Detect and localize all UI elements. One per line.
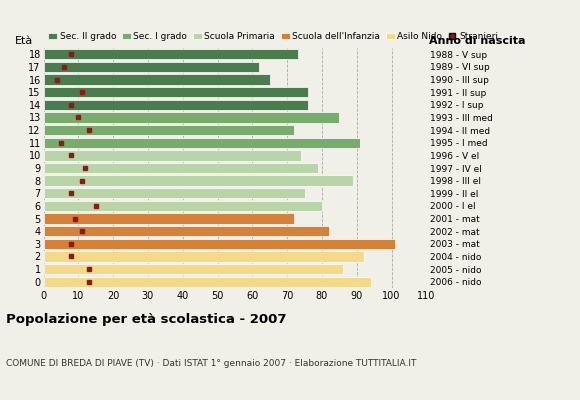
Text: COMUNE DI BREDA DI PIAVE (TV) · Dati ISTAT 1° gennaio 2007 · Elaborazione TUTTIT: COMUNE DI BREDA DI PIAVE (TV) · Dati IST…: [6, 359, 416, 368]
Bar: [44, 188, 304, 198]
Bar: [44, 87, 308, 97]
Bar: [44, 239, 395, 249]
Text: Popolazione per età scolastica - 2007: Popolazione per età scolastica - 2007: [6, 313, 287, 326]
Bar: [44, 112, 339, 123]
Bar: [44, 125, 294, 135]
Text: Età: Età: [15, 36, 33, 46]
Bar: [44, 163, 318, 173]
Bar: [44, 74, 270, 85]
Bar: [44, 213, 294, 224]
Bar: [44, 226, 329, 236]
Bar: [44, 49, 298, 60]
Bar: [44, 251, 364, 262]
Bar: [44, 264, 343, 274]
Bar: [44, 100, 308, 110]
Legend: Sec. II grado, Sec. I grado, Scuola Primaria, Scuola dell'Infanzia, Asilo Nido, : Sec. II grado, Sec. I grado, Scuola Prim…: [48, 32, 499, 41]
Bar: [44, 150, 301, 160]
Bar: [44, 62, 259, 72]
Bar: [44, 201, 322, 211]
Bar: [44, 176, 353, 186]
Text: Anno di nascita: Anno di nascita: [429, 36, 525, 46]
Bar: [44, 276, 371, 287]
Bar: [44, 138, 360, 148]
